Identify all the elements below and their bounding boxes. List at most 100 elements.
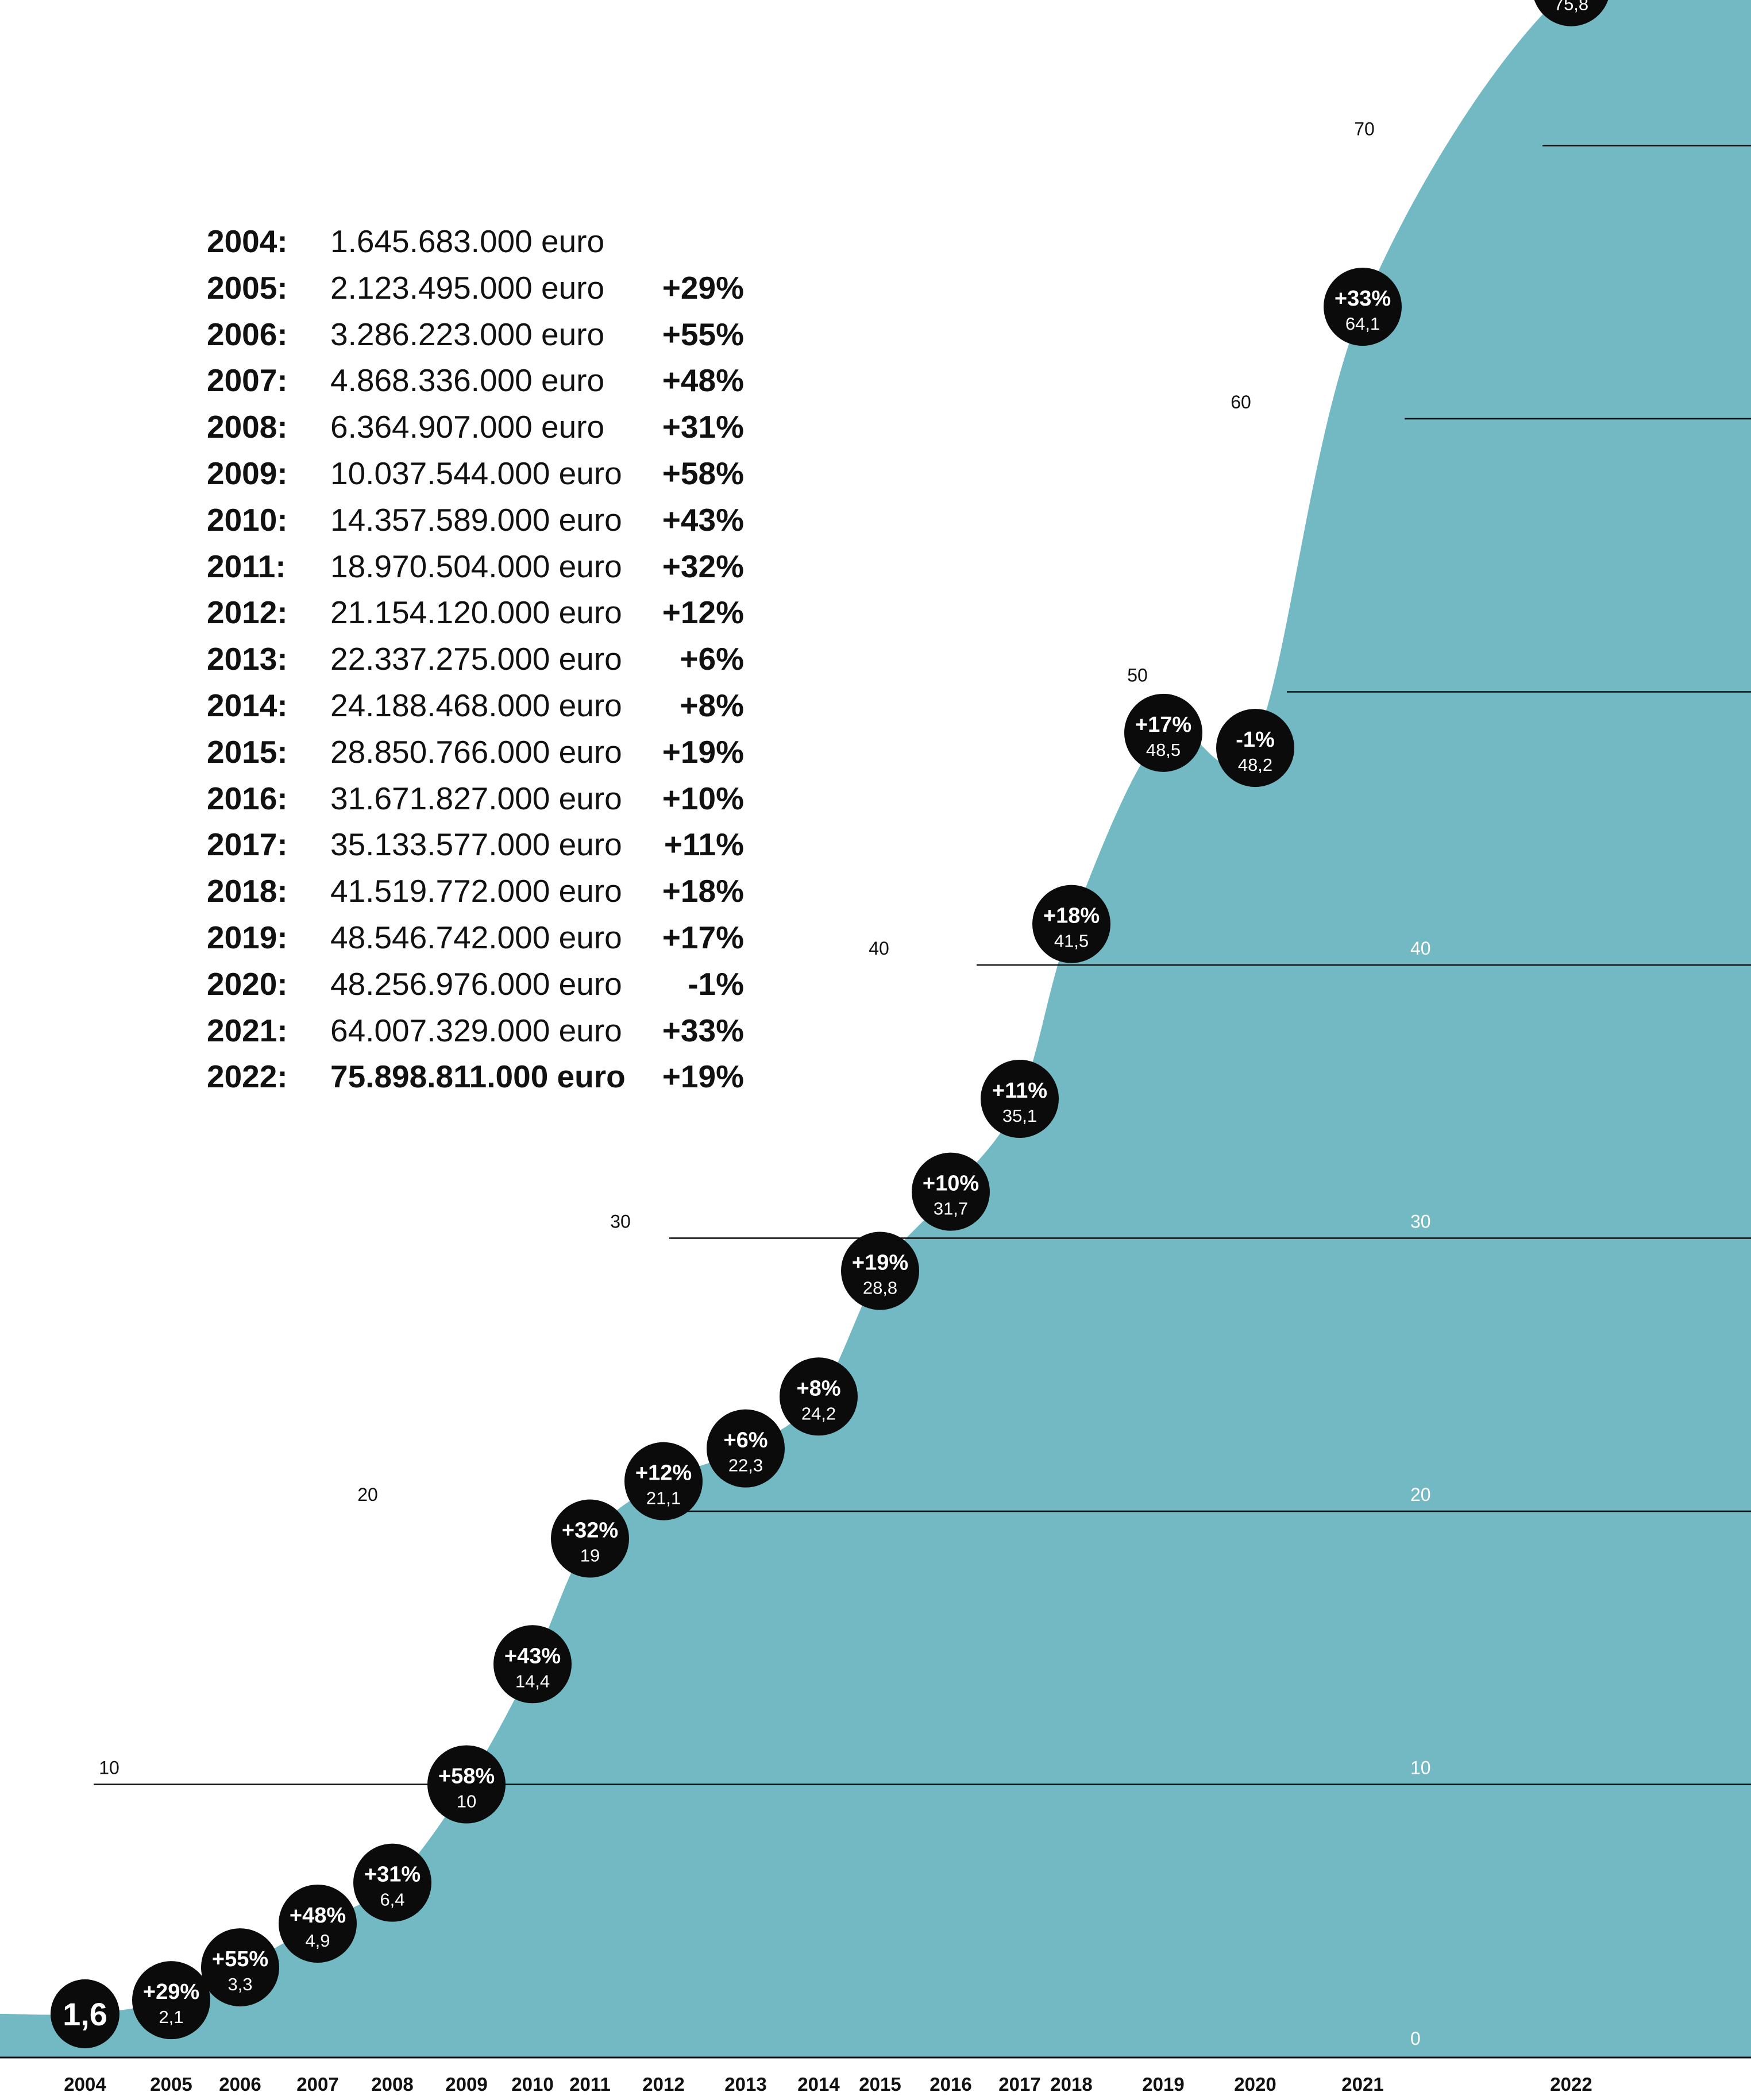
area-fill <box>0 0 1751 2057</box>
data-markers: 1,6 +29% 2,1 +55% 3,3 +48% 4,9 +31% 6,4 +58% 10 +43… <box>51 0 1609 2048</box>
summary-year: 2016: <box>207 780 288 816</box>
summary-amount: 48.546.742.000 euro <box>330 919 622 955</box>
x-tick-label-2022: 2022 <box>1550 2074 1592 2095</box>
summary-year: 2021: <box>207 1012 288 1048</box>
marker-change: +17% <box>1135 713 1191 737</box>
marker-circle <box>132 1961 210 2040</box>
marker-circle <box>707 1409 785 1488</box>
marker-change: +48% <box>290 1904 346 1928</box>
y-tick-label-right-40: 40 <box>1410 938 1431 959</box>
marker-value: 1,6 <box>63 1996 107 2032</box>
summary-amount: 10.037.544.000 euro <box>330 455 622 491</box>
marker-value: 64,1 <box>1345 314 1380 334</box>
summary-year: 2011: <box>207 548 286 584</box>
summary-year: 2005: <box>207 269 288 306</box>
summary-amount: 41.519.772.000 euro <box>330 873 622 909</box>
marker-value: 4,9 <box>305 1931 330 1951</box>
marker-circle <box>841 1232 919 1310</box>
y-tick-label-right-0: 0 <box>1410 2028 1421 2049</box>
y-tick-labels: 0 10 10 20 20 30 30 40 40 50 60 70 <box>99 119 1430 2049</box>
summary-row: 2018: 41.519.772.000 euro +18% <box>207 868 744 914</box>
summary-year: 2020: <box>207 966 288 1002</box>
marker-change: +31% <box>364 1863 421 1887</box>
marker-value: 41,5 <box>1054 931 1089 951</box>
y-tick-label-left-20: 20 <box>357 1484 378 1505</box>
marker-change: +8% <box>796 1376 840 1400</box>
x-tick-label-2021: 2021 <box>1341 2074 1383 2095</box>
marker-value: 2,1 <box>159 2007 183 2027</box>
marker-2015: +19% 28,8 <box>841 1232 919 1310</box>
summary-amount: 2.123.495.000 euro <box>330 269 605 306</box>
marker-change: +58% <box>438 1765 495 1789</box>
x-tick-label-2013: 2013 <box>724 2074 766 2095</box>
marker-value: 6,4 <box>380 1890 404 1910</box>
summary-row: 2020: 48.256.976.000 euro -1% <box>207 961 744 1007</box>
marker-circle <box>1032 885 1110 963</box>
marker-change: -1% <box>1236 728 1275 752</box>
summary-change: +10% <box>662 780 744 816</box>
marker-circle <box>1534 0 1609 26</box>
marker-value: 10 <box>457 1792 476 1812</box>
marker-value: 22,3 <box>728 1456 763 1476</box>
marker-value: 21,1 <box>646 1488 681 1508</box>
yearly-summary-list: 2004: 1.645.683.000 euro 2005: 2.123.495.0… <box>207 218 744 1100</box>
summary-row: 2004: 1.645.683.000 euro <box>207 218 744 265</box>
marker-2017: +11% 35,1 <box>981 1059 1059 1138</box>
marker-2007: +48% 4,9 <box>279 1885 357 1963</box>
x-tick-label-2019: 2019 <box>1142 2074 1184 2095</box>
summary-amount: 31.671.827.000 euro <box>330 780 622 816</box>
summary-row: 2011: 18.970.504.000 euro +32% <box>207 543 744 590</box>
summary-change: +11% <box>664 827 744 863</box>
marker-circle <box>493 1625 572 1704</box>
summary-row: 2017: 35.133.577.000 euro +11% <box>207 821 744 868</box>
marker-change: +6% <box>723 1429 767 1453</box>
x-tick-label-2008: 2008 <box>371 2074 413 2095</box>
marker-2014: +8% 24,2 <box>780 1357 858 1436</box>
marker-change: +29% <box>143 1980 199 2004</box>
summary-change: +33% <box>662 1012 744 1048</box>
summary-year: 2006: <box>207 316 288 352</box>
summary-year: 2014: <box>207 687 288 723</box>
y-tick-label-left-10: 10 <box>99 1758 119 1778</box>
marker-value: 75,8 <box>1554 0 1588 14</box>
marker-circle <box>551 1499 629 1578</box>
marker-value: 48,5 <box>1146 740 1181 760</box>
x-tick-label-2014: 2014 <box>797 2074 840 2095</box>
summary-amount: 75.898.811.000 euro <box>330 1059 626 1095</box>
summary-year: 2009: <box>207 455 288 491</box>
x-tick-label-2005: 2005 <box>150 2074 192 2095</box>
marker-2009: +58% 10 <box>427 1745 506 1824</box>
summary-year: 2010: <box>207 501 288 538</box>
x-tick-label-2017: 2017 <box>998 2074 1040 2095</box>
summary-amount: 28.850.766.000 euro <box>330 734 622 770</box>
x-tick-label-2020: 2020 <box>1234 2074 1276 2095</box>
summary-change: +58% <box>662 455 744 491</box>
summary-amount: 1.645.683.000 euro <box>330 223 605 259</box>
marker-2011: +32% 19 <box>551 1499 629 1578</box>
summary-row: 2012: 21.154.120.000 euro +12% <box>207 589 744 636</box>
summary-amount: 18.970.504.000 euro <box>330 548 622 584</box>
marker-2005: +29% 2,1 <box>132 1961 210 2040</box>
marker-change: +43% <box>504 1644 561 1668</box>
marker-circle <box>912 1152 990 1231</box>
marker-2022: +19%75,8 <box>1534 0 1609 26</box>
marker-value: 28,8 <box>863 1278 897 1298</box>
marker-circle <box>353 1843 431 1922</box>
x-tick-label-2016: 2016 <box>930 2074 971 2095</box>
summary-year: 2004: <box>207 223 288 259</box>
summary-row: 2014: 24.188.468.000 euro +8% <box>207 682 744 729</box>
x-tick-label-2009: 2009 <box>445 2074 487 2095</box>
x-tick-label-2010: 2010 <box>511 2074 553 2095</box>
summary-year: 2013: <box>207 641 288 677</box>
x-tick-label-2012: 2012 <box>642 2074 684 2095</box>
marker-circle <box>427 1745 506 1824</box>
marker-value: 3,3 <box>227 1974 252 1994</box>
summary-year: 2018: <box>207 873 288 909</box>
y-tick-label-right-10: 10 <box>1410 1758 1431 1778</box>
marker-circle <box>1216 709 1294 788</box>
summary-amount: 3.286.223.000 euro <box>330 316 605 352</box>
marker-circle <box>1324 268 1402 346</box>
summary-change: +19% <box>662 1059 744 1095</box>
marker-value: 35,1 <box>1002 1106 1037 1126</box>
